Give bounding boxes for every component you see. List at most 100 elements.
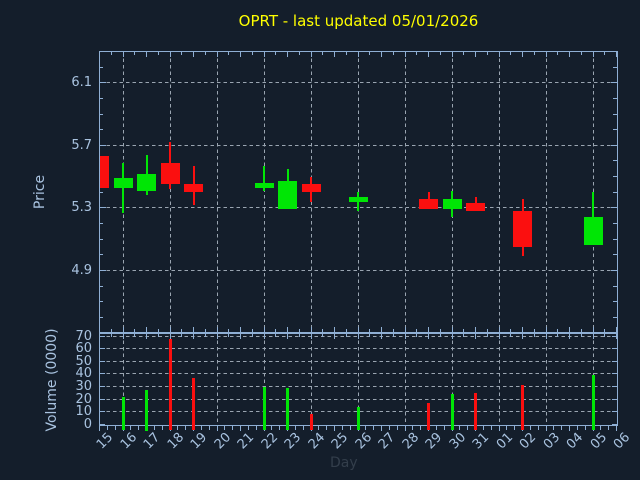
axis-tick: [216, 51, 218, 57]
axis-tick: [357, 51, 359, 57]
axis-tick: [99, 254, 103, 256]
volume-bar-day-31: [474, 392, 477, 431]
axis-tick: [557, 328, 559, 332]
price-tick-label: 5.7: [71, 137, 92, 153]
axis-tick: [451, 333, 453, 339]
day-gridline: [263, 333, 265, 425]
axis-tick: [204, 328, 206, 332]
axis-tick: [310, 51, 312, 57]
axis-tick: [99, 113, 103, 115]
axis-tick: [177, 426, 179, 430]
axis-tick: [369, 51, 371, 55]
axis-tick: [545, 333, 547, 339]
axis-tick: [592, 51, 594, 57]
axis-tick: [169, 326, 171, 332]
axis-tick: [181, 51, 183, 55]
axis-tick: [122, 326, 124, 332]
axis-tick: [193, 51, 194, 57]
axis-tick: [404, 326, 406, 332]
day-gridline: [592, 51, 594, 332]
axis-tick: [287, 333, 288, 339]
axis-tick: [600, 426, 602, 430]
day-tick-label: 04: [564, 430, 587, 453]
day-gridline: [169, 51, 171, 332]
axis-tick: [486, 328, 488, 332]
axis-tick: [326, 426, 328, 430]
axis-tick: [240, 326, 241, 332]
axis-tick: [263, 333, 265, 339]
axis-tick: [99, 207, 106, 209]
axis-tick: [228, 333, 230, 337]
axis-tick: [561, 426, 563, 430]
day-tick-label: 25: [329, 430, 352, 453]
axis-tick: [357, 326, 359, 332]
axis-tick: [616, 326, 617, 332]
axis-tick: [181, 328, 183, 332]
axis-tick: [616, 333, 617, 339]
axis-tick: [613, 160, 617, 162]
axis-tick: [99, 82, 106, 84]
axis-tick: [146, 326, 147, 332]
day-tick-label: 24: [305, 430, 329, 453]
axis-tick: [310, 333, 312, 339]
axis-tick: [99, 66, 103, 68]
axis-tick: [439, 328, 441, 332]
day-gridline: [216, 333, 218, 425]
axis-tick: [611, 348, 617, 350]
axis-tick: [613, 238, 617, 240]
volume-tick-label: 50: [75, 353, 92, 369]
candle-wick-day-26: [357, 192, 359, 212]
axis-tick: [533, 333, 535, 337]
axis-tick: [613, 66, 617, 68]
axis-tick: [613, 176, 617, 178]
axis-tick: [463, 328, 465, 332]
axis-tick: [475, 326, 476, 332]
axis-tick: [463, 333, 465, 337]
day-tick-label: 23: [282, 430, 305, 453]
axis-tick: [334, 51, 335, 57]
axis-tick: [381, 333, 382, 339]
axis-tick: [404, 426, 406, 431]
axis-tick: [522, 51, 523, 57]
day-gridline: [357, 51, 359, 332]
axis-tick: [510, 328, 512, 332]
axis-tick: [529, 426, 531, 430]
axis-tick: [99, 97, 103, 99]
axis-tick: [553, 426, 555, 430]
axis-tick: [580, 51, 582, 55]
candle-body-day-31: [466, 203, 485, 212]
axis-tick: [613, 254, 617, 256]
axis-tick: [228, 51, 230, 55]
axis-tick: [99, 51, 100, 57]
candle-body-day-22: [254, 182, 274, 188]
axis-tick: [185, 426, 187, 430]
day-gridline: [545, 333, 547, 425]
axis-tick: [99, 348, 105, 350]
day-tick-label: 15: [94, 430, 117, 453]
price-tick-label: 5.3: [71, 200, 92, 216]
axis-tick: [240, 51, 241, 57]
axis-tick: [584, 426, 586, 430]
axis-tick: [193, 326, 194, 332]
axis-tick: [510, 51, 512, 55]
candle-body-day-29: [419, 198, 438, 210]
day-tick-label: 02: [517, 430, 540, 453]
axis-tick: [608, 426, 610, 430]
axis-tick: [592, 333, 594, 339]
axis-tick: [298, 328, 300, 332]
axis-tick: [322, 333, 324, 337]
axis-tick: [475, 51, 476, 57]
axis-tick: [613, 301, 617, 303]
axis-tick: [99, 326, 100, 332]
volume-bar-day-16: [121, 396, 125, 431]
volume-bar-day-29: [427, 403, 430, 431]
axis-tick: [99, 386, 105, 388]
axis-tick: [99, 373, 105, 375]
axis-tick: [106, 426, 108, 430]
axis-tick: [161, 426, 163, 430]
axis-tick: [287, 326, 288, 332]
axis-tick: [404, 333, 406, 339]
day-tick-label: 29: [423, 430, 446, 453]
axis-tick: [498, 51, 500, 57]
